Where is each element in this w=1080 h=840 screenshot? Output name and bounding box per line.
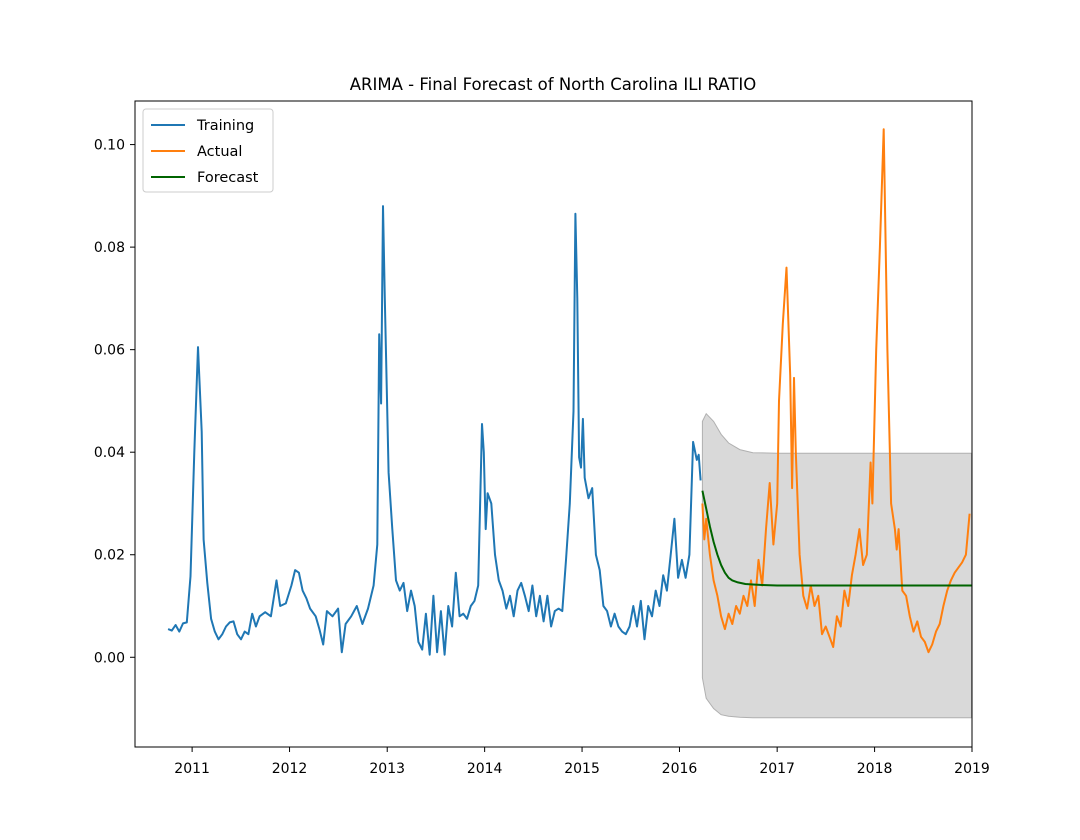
x-tick-label: 2015: [564, 761, 600, 777]
y-axis: 0.00 0.02 0.04 0.06 0.08 0.10: [94, 138, 135, 666]
x-tick-label: 2011: [174, 761, 210, 777]
x-tick-label: 2019: [954, 761, 990, 777]
y-tick-label: 0.02: [94, 548, 125, 564]
x-tick-label: 2017: [759, 761, 795, 777]
legend-label-actual: Actual: [197, 144, 242, 160]
legend: Training Actual Forecast: [142, 108, 274, 193]
x-axis: 2011 2012 2013 2014 2015 2016 2017 2018 2019: [174, 747, 990, 777]
legend-label-training: Training: [196, 118, 254, 134]
x-tick-label: 2016: [662, 761, 698, 777]
legend-box: [142, 108, 274, 193]
plot-frame: [134, 100, 973, 748]
confidence-band: [701, 412, 972, 719]
x-tick-label: 2014: [467, 761, 503, 777]
y-tick-label: 0.04: [94, 445, 125, 461]
y-tick-label: 0.06: [94, 343, 125, 359]
y-tick-label: 0.10: [94, 138, 125, 154]
series-layer: [167, 128, 972, 656]
chart-title: ARIMA - Final Forecast of North Carolina…: [350, 75, 757, 94]
y-tick-label: 0.08: [94, 240, 125, 256]
x-tick-label: 2018: [857, 761, 893, 777]
x-tick-label: 2012: [272, 761, 308, 777]
confidence-band-layer: [701, 412, 972, 719]
series-line-actual: [701, 128, 971, 654]
x-tick-label: 2013: [369, 761, 405, 777]
series-line-forecast: [701, 490, 972, 587]
y-tick-label: 0.00: [94, 650, 125, 666]
legend-label-forecast: Forecast: [197, 170, 259, 186]
series-line-training: [167, 205, 702, 656]
